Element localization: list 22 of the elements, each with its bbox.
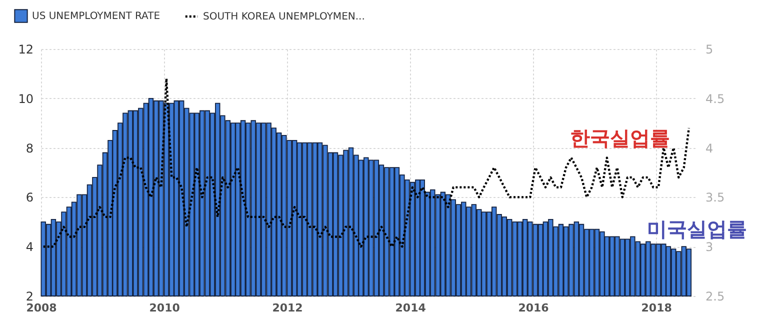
- y2-tick-label: 4: [706, 141, 714, 156]
- legend-label: SOUTH KOREA UNEMPLOYMEN...: [203, 12, 365, 22]
- y-tick-label: 8: [26, 141, 34, 156]
- x-tick-label: 2016: [518, 302, 550, 314]
- annotation: 미국실업률: [647, 217, 747, 241]
- y-tick-label: 2: [26, 290, 34, 304]
- y2-tick-label: 3: [706, 240, 714, 254]
- x-tick-label: 2014: [395, 302, 426, 314]
- y2-tick-label: 3.5: [706, 190, 725, 205]
- y-tick-label: 6: [26, 190, 34, 205]
- legend-label: US UNEMPLOYMENT RATE: [32, 11, 160, 22]
- x-tick-label: 2008: [26, 302, 57, 314]
- x-tick-label: 2012: [272, 302, 303, 314]
- annotation: 한국실업률: [570, 126, 670, 150]
- y-tick-label: 12: [18, 42, 34, 56]
- y2-tick-label: 4.5: [706, 92, 725, 106]
- y-tick-label: 10: [18, 92, 34, 106]
- y-tick-label: 4: [26, 240, 34, 254]
- y2-tick-label: 2.5: [706, 290, 725, 304]
- y2-tick-label: 5: [706, 42, 714, 56]
- x-tick-label: 2010: [149, 302, 180, 314]
- x-tick-label: 2018: [641, 302, 672, 314]
